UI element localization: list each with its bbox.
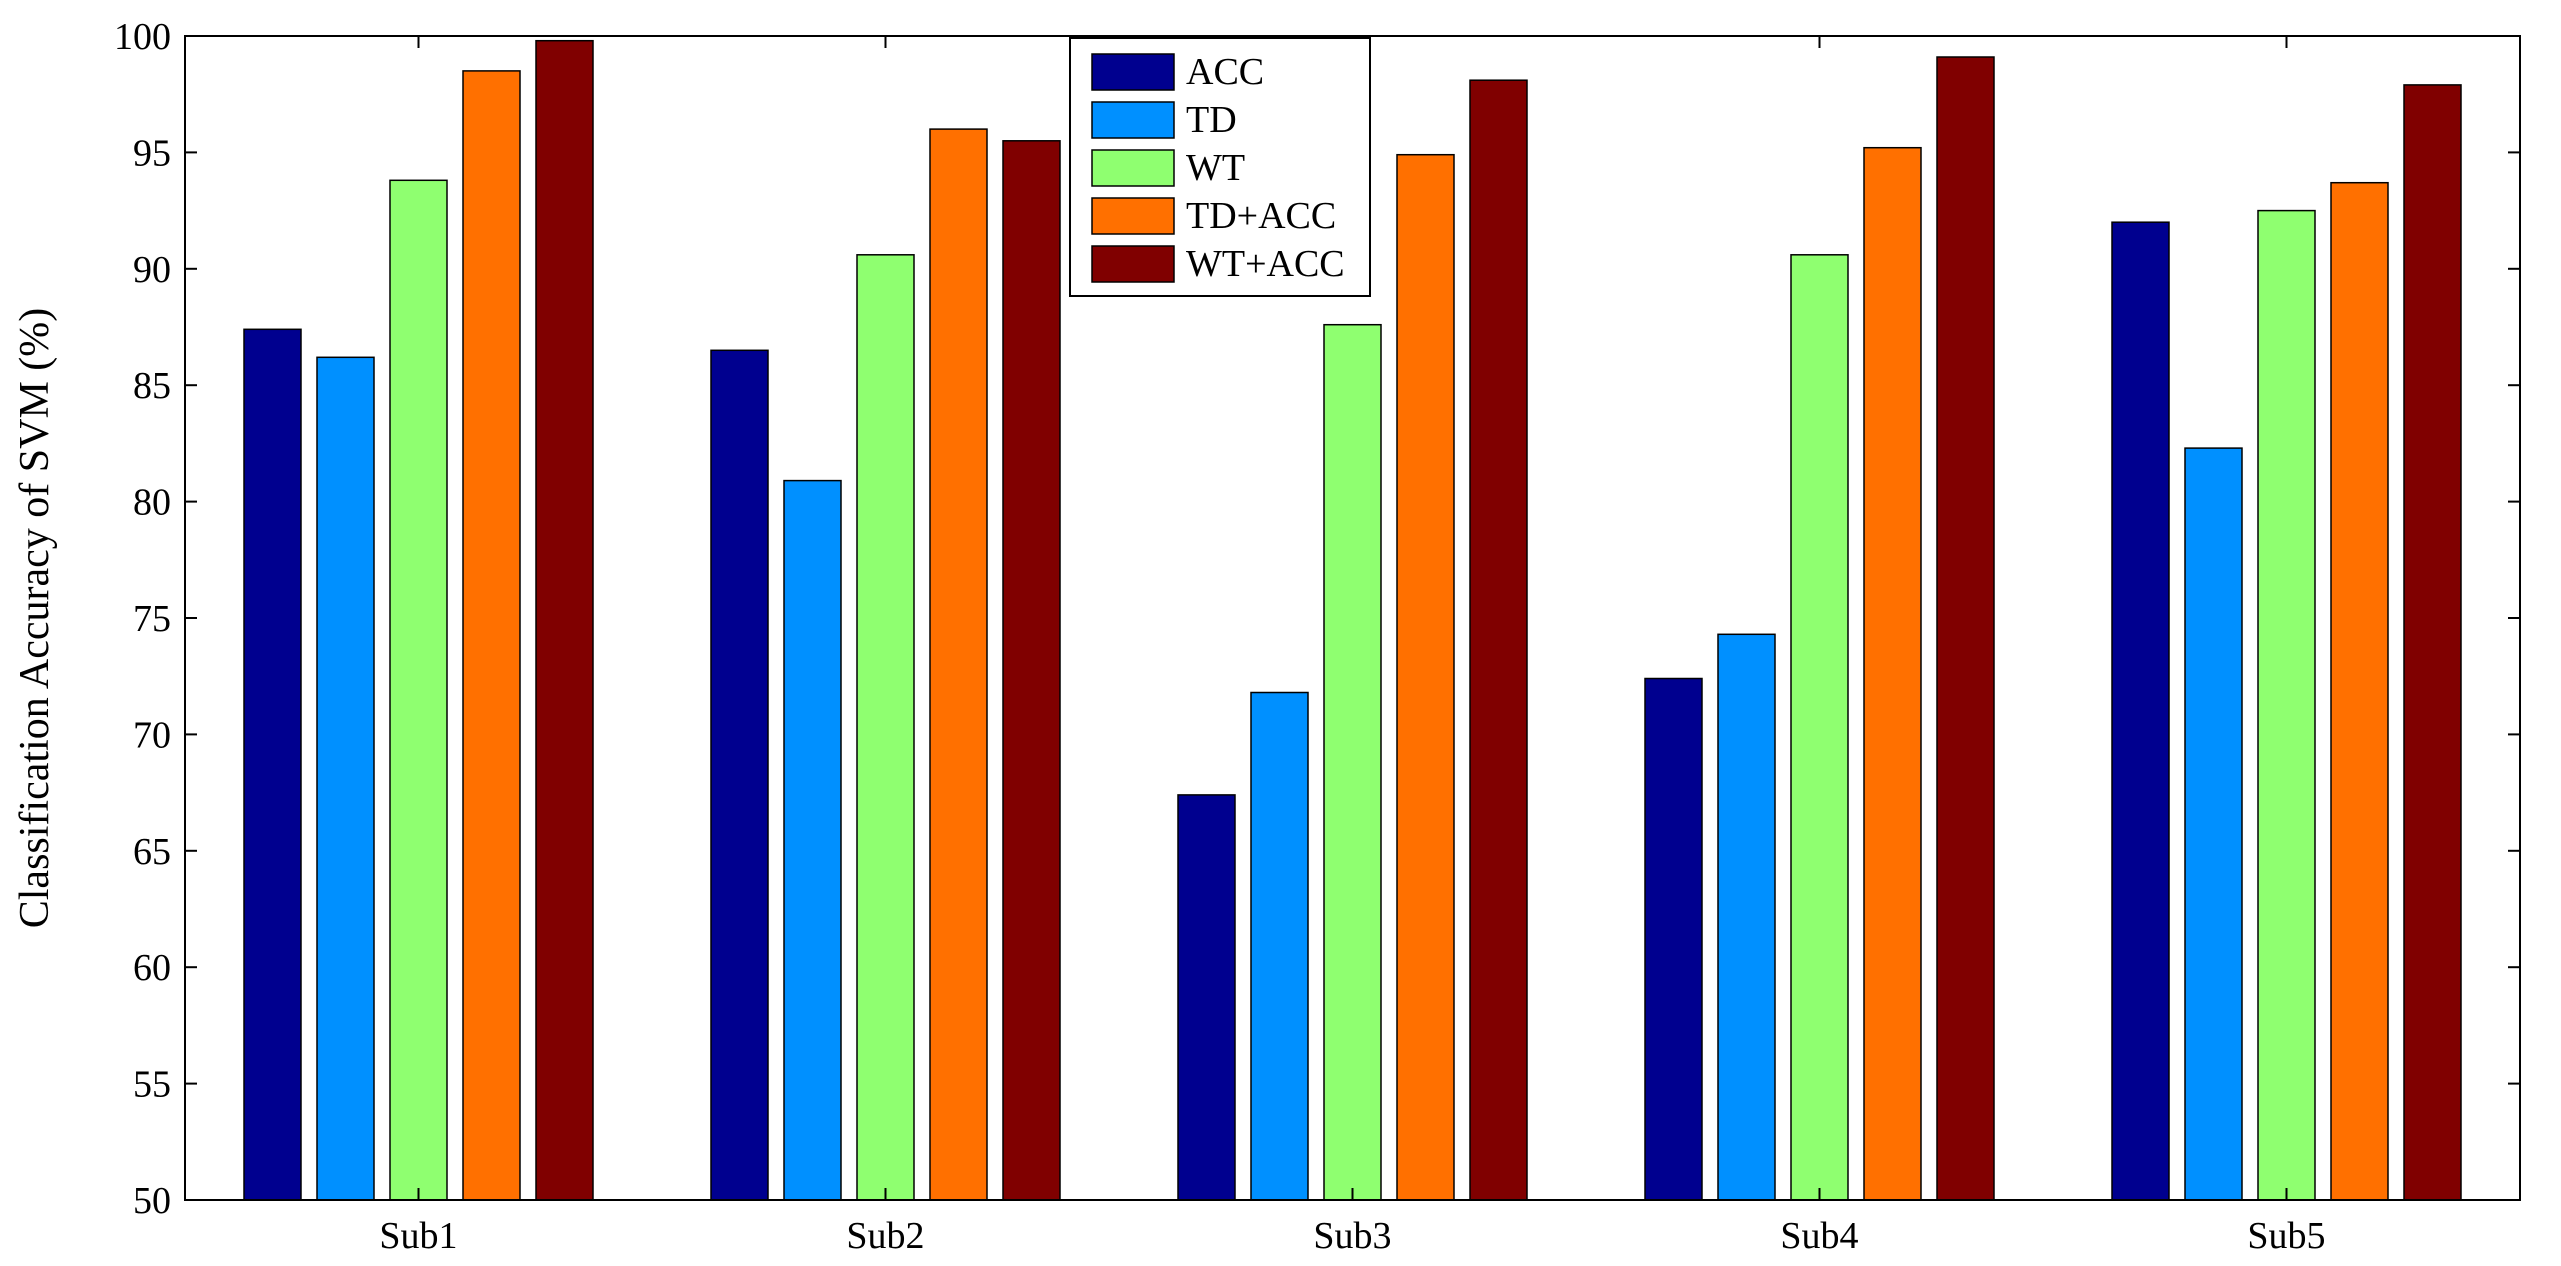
bar-sub5-td [2184, 447, 2243, 1201]
legend-label-td: TD [1186, 99, 1237, 141]
legend-label-wt: WT [1186, 147, 1245, 189]
legend-swatch-acc [1091, 53, 1175, 91]
y-tick-label: 75 [133, 598, 171, 640]
bar-sub2-wt-plus-acc [1002, 140, 1061, 1201]
y-tick-label: 80 [133, 482, 171, 524]
bar-sub3-wt [1323, 323, 1382, 1201]
bar-sub4-wt [1790, 254, 1849, 1201]
y-tick-label: 55 [133, 1064, 171, 1106]
x-tick-label-sub5: Sub5 [2247, 1215, 2325, 1257]
bar-sub5-td-plus-acc [2330, 181, 2389, 1201]
legend-label-td-plus-acc: TD+ACC [1186, 195, 1336, 237]
bar-sub3-acc [1177, 794, 1236, 1201]
bar-sub2-wt [856, 254, 915, 1201]
bar-sub3-wt-plus-acc [1469, 79, 1528, 1201]
bar-sub2-acc [710, 349, 769, 1201]
legend-swatch-td [1091, 101, 1175, 139]
bars-group [243, 39, 2462, 1201]
bar-sub1-td [316, 356, 375, 1201]
legend-swatch-wt [1091, 149, 1175, 187]
legend-label-acc: ACC [1186, 51, 1264, 93]
x-tick-label-sub2: Sub2 [846, 1215, 924, 1257]
bar-sub1-td-plus-acc [462, 70, 521, 1201]
y-tick-label: 70 [133, 714, 171, 756]
bar-sub4-wt-plus-acc [1936, 56, 1995, 1201]
bar-sub5-wt [2257, 209, 2316, 1201]
legend-swatch-td-plus-acc [1091, 197, 1175, 235]
y-tick-label: 60 [133, 947, 171, 989]
legend-swatch-wt-plus-acc [1091, 245, 1175, 283]
x-tick-label-sub1: Sub1 [379, 1215, 457, 1257]
legend-label-wt-plus-acc: WT+ACC [1186, 243, 1345, 285]
y-tick-label: 95 [133, 132, 171, 174]
bar-sub3-td [1250, 691, 1309, 1201]
bar-sub2-td [783, 479, 842, 1201]
bar-sub1-wt-plus-acc [535, 39, 594, 1201]
bar-sub4-td-plus-acc [1863, 146, 1922, 1201]
y-axis-title: Classification Accuracy of SVM (%) [12, 308, 58, 929]
y-tick-label: 90 [133, 249, 171, 291]
bar-sub5-wt-plus-acc [2403, 84, 2462, 1201]
bar-sub1-wt [389, 179, 448, 1201]
x-tick-label-sub3: Sub3 [1313, 1215, 1391, 1257]
y-tick-label: 100 [114, 16, 171, 58]
bar-sub4-td [1717, 633, 1776, 1201]
bar-sub4-acc [1644, 677, 1703, 1201]
legend: ACC TD WT TD+ACC WT+ACC [1069, 37, 1371, 297]
bar-sub1-acc [243, 328, 302, 1201]
x-tick-label-sub4: Sub4 [1780, 1215, 1858, 1257]
bar-sub5-acc [2111, 221, 2170, 1201]
y-tick-label: 65 [133, 831, 171, 873]
bar-sub3-td-plus-acc [1396, 153, 1455, 1201]
y-tick-label: 85 [133, 365, 171, 407]
bar-sub2-td-plus-acc [929, 128, 988, 1201]
y-tick-label: 50 [133, 1180, 171, 1222]
ticks-group: 50 55 60 65 70 75 80 85 90 95 100 Sub1 Sub2 Sub3 Sub4 S… [114, 16, 2520, 1257]
